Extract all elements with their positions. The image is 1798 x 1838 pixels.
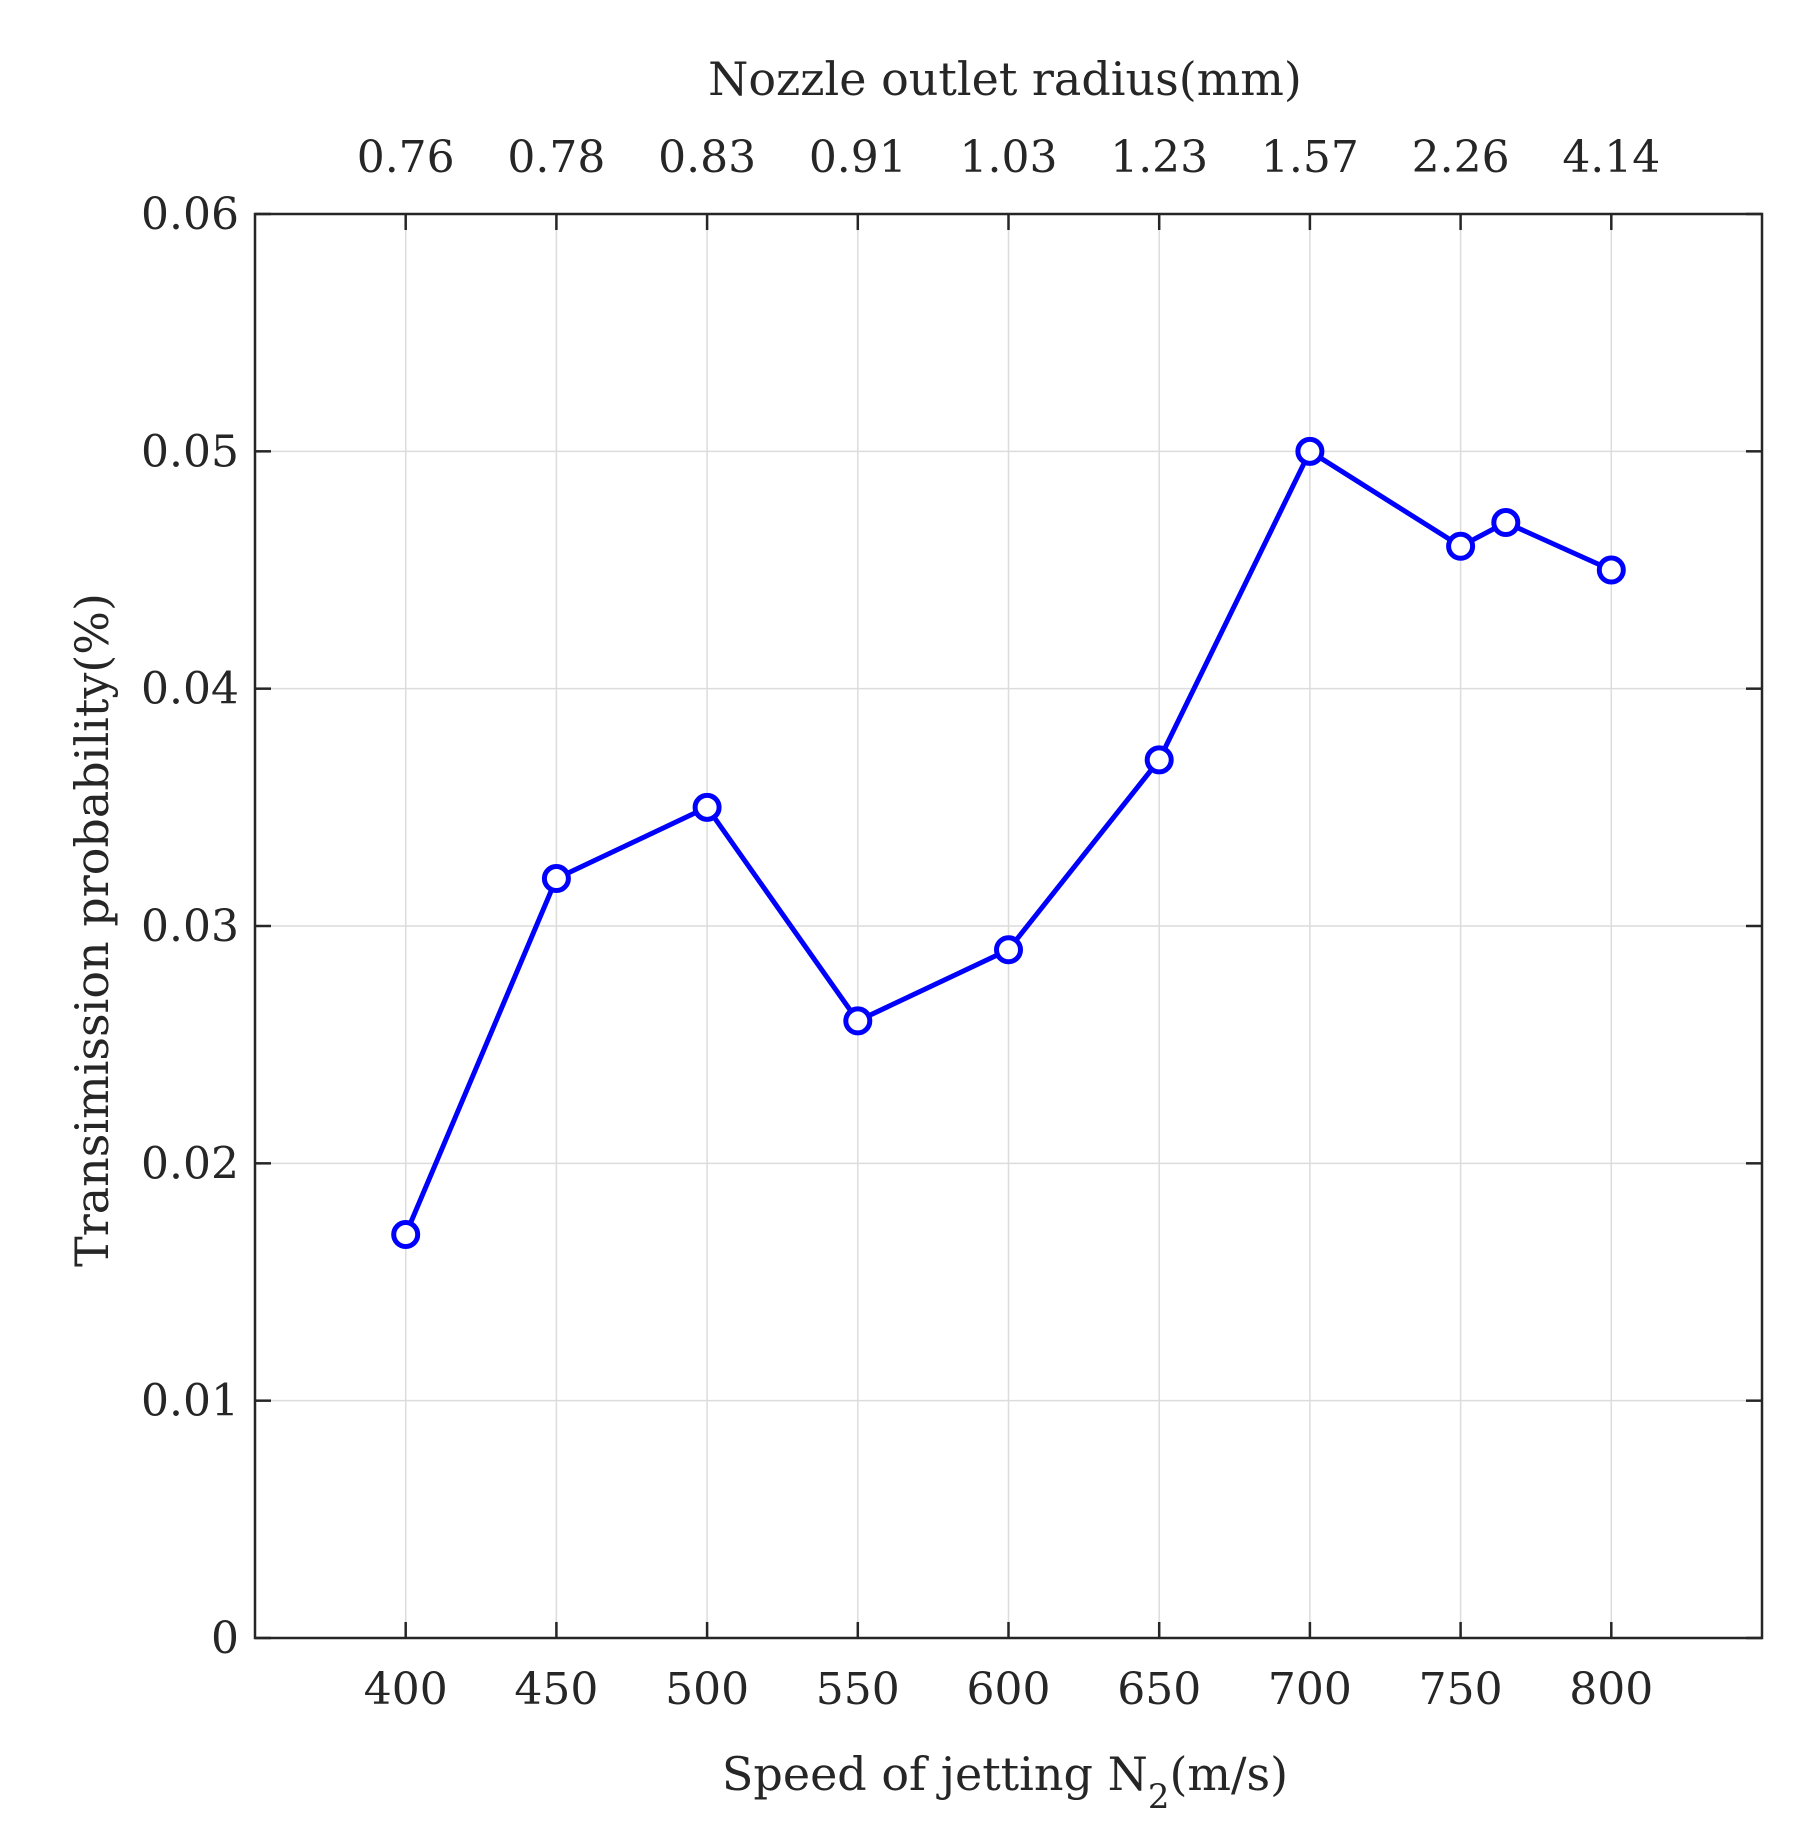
y-tick-label: 0.02 — [141, 1138, 239, 1189]
y-tick-label: 0.04 — [141, 664, 239, 715]
data-point — [1144, 745, 1174, 775]
x-axis-label-main: Speed of jetting N — [722, 1747, 1148, 1801]
x-tick-label: 450 — [514, 1664, 598, 1715]
x-tick-label: 800 — [1569, 1664, 1653, 1715]
data-point — [1295, 436, 1325, 466]
y-tick-label: 0.03 — [141, 901, 239, 952]
x-tick-label: 750 — [1419, 1664, 1503, 1715]
data-point — [692, 792, 722, 822]
top-tick-label: 4.14 — [1562, 132, 1660, 183]
top-axis-label: Nozzle outlet radius(mm) — [708, 52, 1302, 106]
plot-area-box — [253, 212, 1764, 1640]
x-tick-label: 550 — [816, 1664, 900, 1715]
x-tick-label: 600 — [967, 1664, 1051, 1715]
data-point — [1596, 555, 1626, 585]
x-axis-label: Speed of jetting N2(m/s) — [722, 1747, 1288, 1817]
y-tick-label: 0.06 — [141, 189, 239, 240]
top-tick-label: 0.91 — [809, 132, 907, 183]
top-tick-label: 0.83 — [658, 132, 756, 183]
x-tick-label: 700 — [1268, 1664, 1352, 1715]
x-tick-label: 650 — [1117, 1664, 1201, 1715]
top-tick-label: 0.78 — [507, 132, 605, 183]
tick-labels: 400 450 500 550 600 650 700 750 800 0.76 0.78 0.83 0… — [141, 132, 1660, 1715]
grid — [255, 214, 1762, 1638]
data-point — [1491, 508, 1521, 538]
x-tick-label: 500 — [665, 1664, 749, 1715]
data-point — [541, 864, 571, 894]
data-point — [994, 935, 1023, 965]
y-tick-label: 0.05 — [141, 426, 239, 477]
top-tick-label: 1.03 — [960, 132, 1058, 183]
y-axis-label: Transimission probability(%) — [65, 593, 119, 1267]
x-axis-label-suffix: (m/s) — [1169, 1747, 1288, 1801]
top-tick-label: 1.23 — [1110, 132, 1208, 183]
data-point — [1446, 531, 1476, 561]
y-tick-label: 0 — [211, 1613, 239, 1664]
series-layer — [391, 436, 1626, 1250]
top-tick-label: 2.26 — [1412, 132, 1510, 183]
y-tick-label: 0.01 — [141, 1376, 239, 1427]
x-axis-label-subscript: 2 — [1148, 1777, 1170, 1817]
series-line — [403, 448, 1614, 1237]
x-tick-label: 400 — [364, 1664, 448, 1715]
top-tick-label: 0.76 — [357, 132, 455, 183]
top-tick-label: 1.57 — [1261, 132, 1359, 183]
data-point — [391, 1220, 421, 1250]
data-point — [843, 1006, 873, 1036]
